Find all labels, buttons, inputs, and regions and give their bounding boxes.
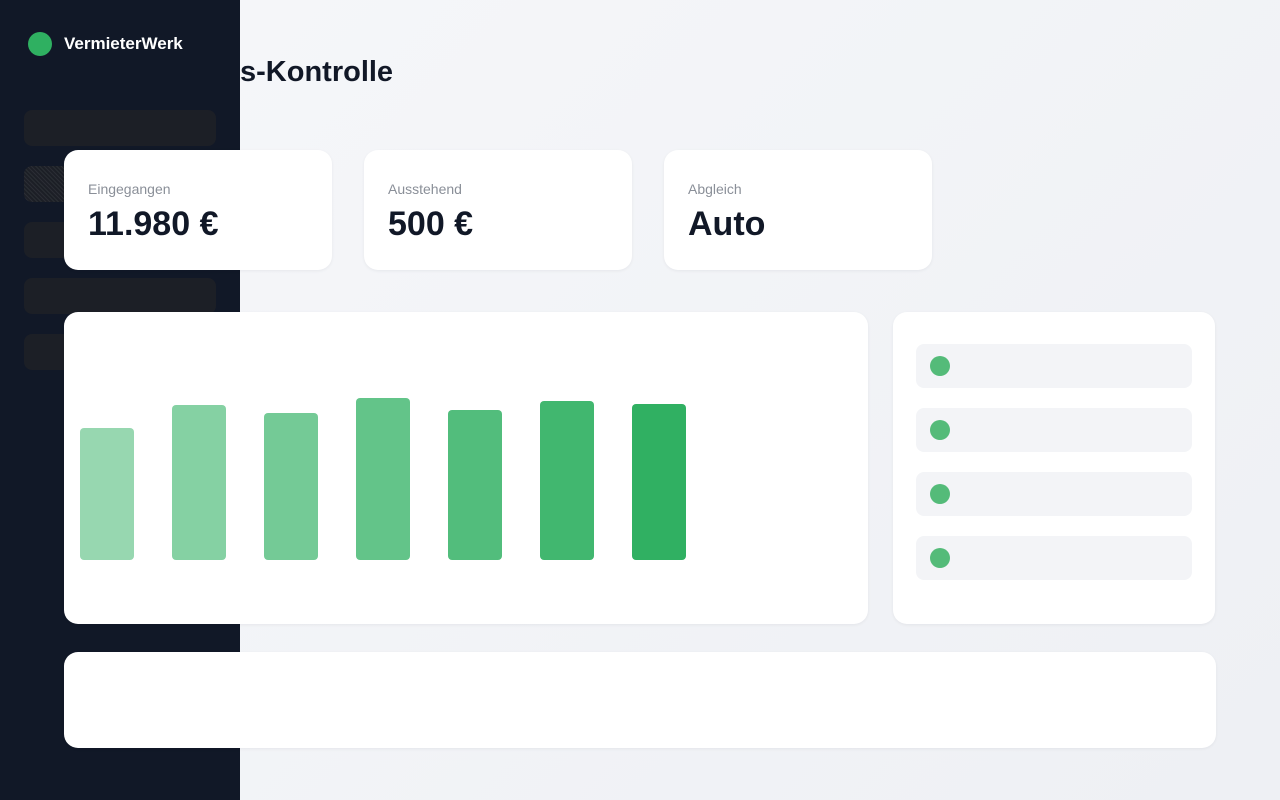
stat-value: Auto [688, 205, 766, 243]
brand-name: VermieterWerk [64, 34, 183, 53]
stat-label: Ausstehend [388, 181, 462, 197]
stat-card: Abgleich Auto [664, 150, 932, 270]
page-title: s-Kontrolle [240, 56, 394, 88]
bar [80, 428, 134, 560]
stat-label: Eingegangen [88, 181, 171, 197]
bar [356, 398, 410, 560]
list-row[interactable] [916, 536, 1192, 580]
bar [448, 410, 502, 560]
stat-label: Abgleich [688, 181, 742, 197]
nav-item[interactable] [24, 278, 216, 314]
stat-value: 11.980 € [88, 205, 219, 243]
chart-card [64, 312, 868, 624]
bar [540, 401, 594, 560]
status-dot [930, 484, 950, 504]
stat-card: Eingegangen 11.980 € [64, 150, 332, 270]
chart [80, 398, 686, 560]
stat-card: Ausstehend 500 € [364, 150, 632, 270]
status-dot [930, 548, 950, 568]
bar [632, 404, 686, 560]
status-dot [930, 356, 950, 376]
bar [264, 413, 318, 560]
bar [172, 405, 226, 560]
list-card [893, 312, 1215, 624]
list-row[interactable] [916, 472, 1192, 516]
list-row[interactable] [916, 408, 1192, 452]
stat-value: 500 € [388, 205, 474, 243]
status-dot [930, 420, 950, 440]
logo [28, 32, 52, 56]
list-row[interactable] [916, 344, 1192, 388]
table-card [64, 652, 1216, 748]
nav-item[interactable] [24, 110, 216, 146]
